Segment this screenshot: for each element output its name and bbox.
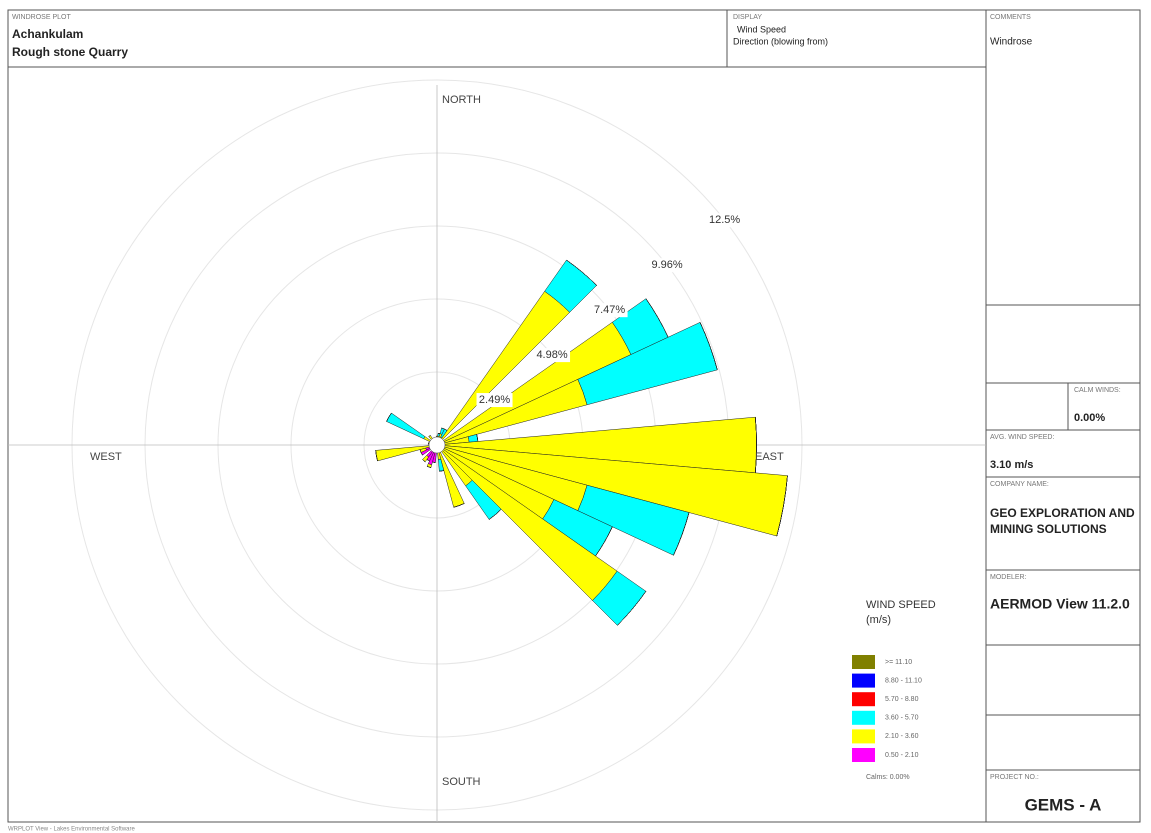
calms-label: Calms: 0.00% <box>866 774 910 781</box>
ring-label-bg <box>476 393 513 408</box>
legend-swatch <box>852 673 875 688</box>
legend-label: 3.60 - 5.70 <box>885 715 919 722</box>
panel-label: PROJECT NO.: <box>990 774 1039 781</box>
petal-segment <box>776 475 788 537</box>
legend-label: 0.50 - 2.10 <box>885 752 919 759</box>
legend-label: >= 11.10 <box>885 659 912 666</box>
project-no: GEMS - A <box>1025 795 1102 814</box>
plot-title: Rough stone Quarry <box>12 45 128 59</box>
comments-text: Windrose <box>990 37 1033 48</box>
panel-label: DISPLAY <box>733 14 762 21</box>
legend-label: 2.10 - 3.60 <box>885 733 919 740</box>
legend-swatch <box>852 710 875 725</box>
compass-label: EAST <box>755 451 784 463</box>
petal-segment <box>439 470 444 472</box>
display-text: Direction (blowing from) <box>733 36 828 46</box>
compass-label: WEST <box>90 451 122 463</box>
petal-segment <box>375 450 378 461</box>
company-name: GEO EXPLORATION AND <box>990 506 1135 520</box>
center <box>428 436 446 454</box>
panel-label: COMPANY NAME: <box>990 481 1049 488</box>
panel-label: WINDROSE PLOT <box>12 14 71 21</box>
ring-label-bg <box>591 303 628 318</box>
legend-label: 5.70 - 8.80 <box>885 696 919 703</box>
compass-label: SOUTH <box>442 776 481 788</box>
panel-label: CALM WINDS: <box>1074 387 1121 394</box>
company-name: MINING SOLUTIONS <box>990 522 1107 536</box>
legend-swatch <box>852 692 875 707</box>
petal-segment <box>699 322 718 370</box>
side-dividers <box>986 304 1140 771</box>
ring-label-bg <box>649 258 686 273</box>
petal-segment <box>673 512 690 556</box>
compass-label: NORTH <box>442 94 481 106</box>
petal-segment <box>488 509 502 520</box>
ring-label: 7.47% <box>594 304 625 316</box>
ring-label: 2.49% <box>479 394 510 406</box>
calm-value: 0.00% <box>1074 412 1105 424</box>
footer: WRPLOT View - Lakes Environmental Softwa… <box>8 827 135 833</box>
panel-label: AVG. WIND SPEED: <box>990 434 1054 441</box>
ring-label: 12.5% <box>709 214 740 226</box>
ring-label-bg <box>706 213 743 228</box>
petal-segment <box>617 591 647 626</box>
petal-segment <box>422 455 429 463</box>
ring-label: 9.96% <box>651 259 682 271</box>
plot-title: Achankulam <box>12 27 83 41</box>
panel-label: COMMENTS <box>990 14 1031 21</box>
petal-segment <box>422 459 426 463</box>
legend-label: 8.80 - 11.10 <box>885 677 922 684</box>
legend-title: WIND SPEED <box>866 599 936 611</box>
legend-swatch <box>852 748 875 762</box>
legend-swatch <box>852 655 875 669</box>
legend-swatch <box>852 729 875 744</box>
windrose: 2.49% 4.98% 7.47% 9.96% 12.5% NORTH SOUTH WEST E… <box>8 79 986 822</box>
frame <box>7 9 1141 823</box>
legend-title: (m/s) <box>866 614 891 626</box>
ring-label: 4.98% <box>536 349 567 361</box>
avg-speed-value: 3.10 m/s <box>990 459 1033 471</box>
petal-segment <box>386 412 426 440</box>
modeler-value: AERMOD View 11.2.0 <box>990 596 1130 612</box>
ring-label-bg <box>534 348 571 363</box>
display-text: Wind Speed <box>737 24 786 34</box>
panel-label: MODELER: <box>990 574 1027 581</box>
